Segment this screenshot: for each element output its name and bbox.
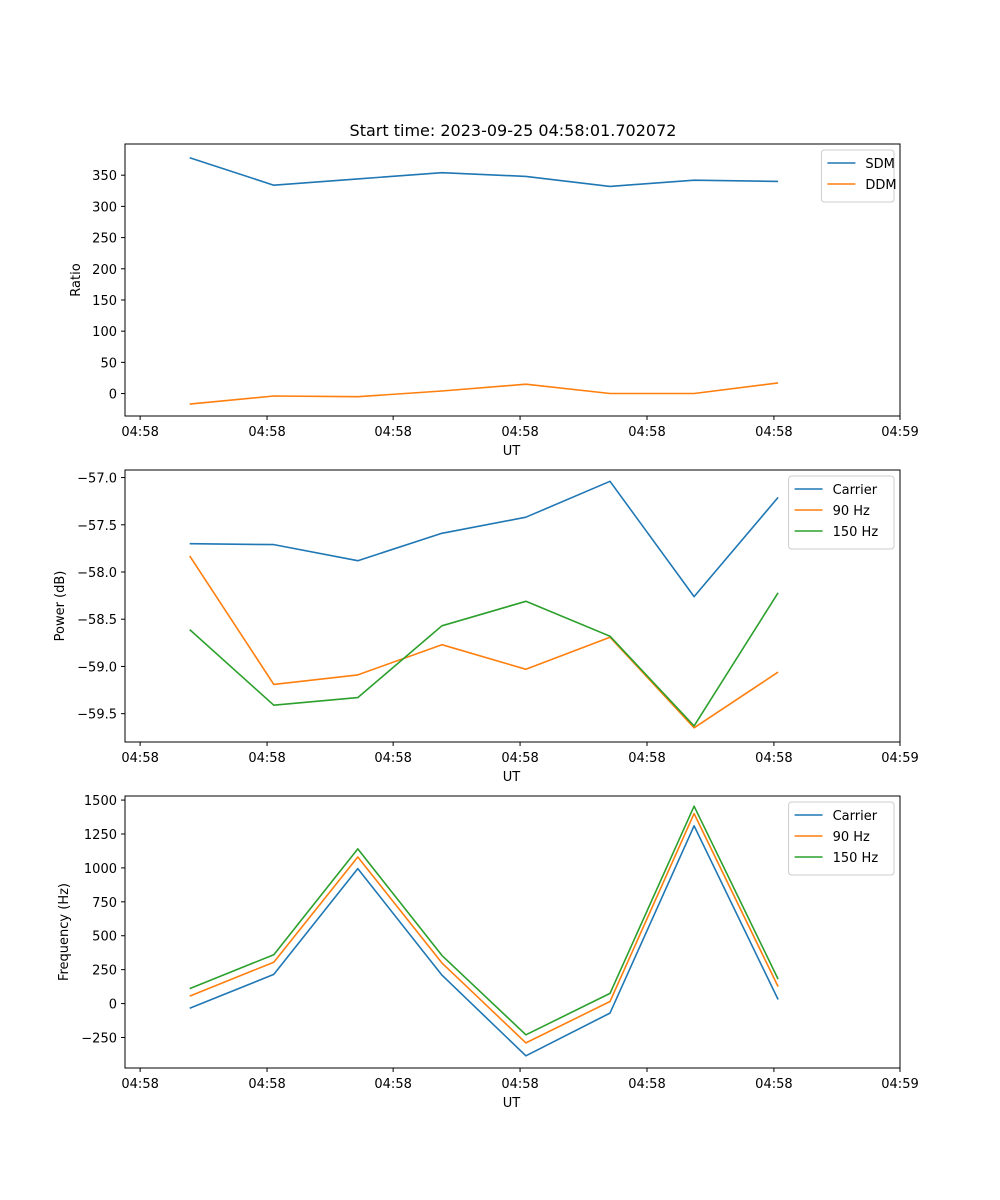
chart-power-y-tick-label: −59.0 <box>77 660 117 675</box>
chart-ratio-y-tick-label: 150 <box>92 294 117 309</box>
chart-frequency-y-tick-label: 0 <box>109 998 117 1013</box>
chart-frequency: 04:58 04:58 04:58 04:58 04:58 04:58 04:59 −250 0… <box>57 794 919 1111</box>
chart-ratio-y-tick-label: 50 <box>100 356 117 371</box>
chart-power-x-tick-label: 04:58 <box>755 751 792 766</box>
chart-ratio-x-tick-label: 04:59 <box>881 425 918 440</box>
chart-frequency-x-tick-label: 04:58 <box>628 1077 665 1092</box>
chart-power-series-90-hz-line <box>189 555 779 729</box>
chart-power-x-tick-label: 04:59 <box>881 751 918 766</box>
chart-frequency-y-tick-label: 250 <box>92 964 117 979</box>
figure-title: Start time: 2023-09-25 04:58:01.702072 <box>350 121 677 140</box>
chart-ratio-x-tick-label: 04:58 <box>121 425 158 440</box>
chart-power-series-150-hz-line <box>189 592 779 727</box>
chart-frequency-y-tick-label: −250 <box>81 1031 117 1046</box>
chart-frequency-x-tick-label: 04:58 <box>374 1077 411 1092</box>
chart-ratio-x-tick-label: 04:58 <box>374 425 411 440</box>
chart-power-x-tick-label: 04:58 <box>628 751 665 766</box>
chart-frequency-x-axis-label: UT <box>503 1096 521 1111</box>
chart-frequency-series-150-hz-line <box>189 805 779 1036</box>
chart-power-axes-frame <box>124 469 901 743</box>
chart-frequency-y-tick-label: 500 <box>92 930 117 945</box>
chart-ratio-y-tick-label: 300 <box>92 200 117 215</box>
chart-power-y-tick-label: −58.5 <box>77 613 117 628</box>
chart-frequency-y-axis-label: Frequency (Hz) <box>57 883 72 981</box>
chart-ratio-y-tick-label: 0 <box>109 388 117 403</box>
chart-ratio-series-ddm-line <box>189 382 779 405</box>
chart-ratio: 04:58 04:58 04:58 04:58 04:58 04:58 04:59 0 50 10… <box>69 143 919 459</box>
chart-power-legend-label-150-hz: 150 Hz <box>833 525 879 540</box>
chart-power-x-tick-label: 04:58 <box>121 751 158 766</box>
chart-frequency-legend-label-150-hz: 150 Hz <box>833 851 879 866</box>
chart-ratio-axes-frame <box>124 143 901 417</box>
chart-ratio-y-tick-label: 200 <box>92 263 117 278</box>
chart-frequency-y-tick-label: 750 <box>92 896 117 911</box>
chart-power-x-tick-label: 04:58 <box>248 751 285 766</box>
chart-ratio-y-tick-label: 250 <box>92 232 117 247</box>
chart-ratio-legend-label-ddm: DDM <box>865 178 896 193</box>
chart-ratio-y-tick-label: 100 <box>92 325 117 340</box>
chart-ratio-series-sdm-line <box>189 156 779 188</box>
chart-frequency-x-tick-label: 04:58 <box>248 1077 285 1092</box>
chart-power-y-tick-label: −57.0 <box>77 472 117 487</box>
chart-power-series-carrier-line <box>189 480 779 598</box>
chart-ratio-x-axis-label: UT <box>503 444 521 459</box>
chart-frequency-series-carrier-line <box>189 824 779 1057</box>
chart-ratio-y-axis-label: Ratio <box>69 263 84 296</box>
chart-power-y-tick-label: −57.5 <box>77 519 117 534</box>
chart-power-x-tick-label: 04:58 <box>501 751 538 766</box>
chart-ratio-x-tick-label: 04:58 <box>248 425 285 440</box>
chart-ratio-x-tick-label: 04:58 <box>755 425 792 440</box>
chart-frequency-y-tick-label: 1000 <box>84 862 117 877</box>
chart-frequency-y-tick-label: 1500 <box>84 794 117 809</box>
chart-frequency-x-tick-label: 04:58 <box>501 1077 538 1092</box>
chart-power-y-tick-label: −58.0 <box>77 566 117 581</box>
chart-power-y-tick-label: −59.5 <box>77 708 117 723</box>
chart-power-legend-label-90-hz: 90 Hz <box>833 504 870 519</box>
chart-ratio-legend-label-sdm: SDM <box>865 157 894 172</box>
chart-frequency-axes-frame <box>124 795 901 1069</box>
chart-frequency-series-90-hz-line <box>189 812 779 1044</box>
chart-frequency-y-tick-label: 1250 <box>84 828 117 843</box>
chart-ratio-x-tick-label: 04:58 <box>501 425 538 440</box>
chart-frequency-legend-label-90-hz: 90 Hz <box>833 830 870 845</box>
chart-ratio-x-tick-label: 04:58 <box>628 425 665 440</box>
chart-power-y-axis-label: Power (dB) <box>53 571 68 642</box>
chart-frequency-x-tick-label: 04:58 <box>755 1077 792 1092</box>
chart-frequency-x-tick-label: 04:58 <box>121 1077 158 1092</box>
chart-power: 04:58 04:58 04:58 04:58 04:58 04:58 04:59 −59.5… <box>53 469 919 785</box>
chart-power-x-axis-label: UT <box>503 770 521 785</box>
chart-power-legend-label-carrier: Carrier <box>833 483 878 498</box>
chart-frequency-legend-label-carrier: Carrier <box>833 809 878 824</box>
chart-power-x-tick-label: 04:58 <box>374 751 411 766</box>
chart-ratio-y-tick-label: 350 <box>92 169 117 184</box>
chart-frequency-x-tick-label: 04:59 <box>881 1077 918 1092</box>
